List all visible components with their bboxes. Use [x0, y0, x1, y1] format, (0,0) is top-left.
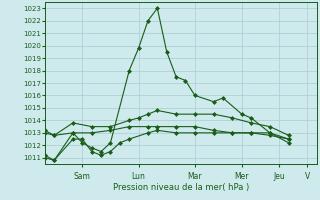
X-axis label: Pression niveau de la mer( hPa ): Pression niveau de la mer( hPa ) — [113, 183, 249, 192]
